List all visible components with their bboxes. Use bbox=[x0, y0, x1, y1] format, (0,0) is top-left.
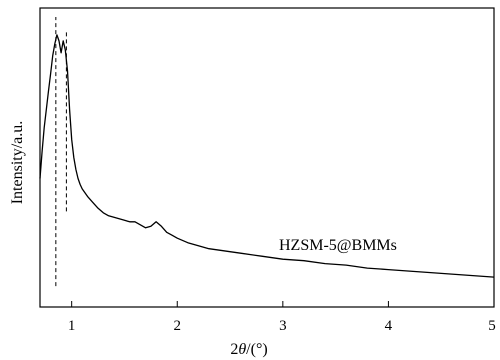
series-annotation: HZSM-5@BMMs bbox=[279, 237, 397, 254]
x-tick-label-2: 2 bbox=[174, 318, 182, 334]
x-tick-label-3: 3 bbox=[279, 318, 287, 334]
plot-area: 1 2 3 4 5 HZSM-5@BMMs bbox=[39, 7, 496, 334]
series-line bbox=[39, 34, 495, 278]
y-axis-title: Intensity/a.u. bbox=[9, 121, 26, 205]
x-tick-label-4: 4 bbox=[385, 318, 393, 334]
x-axis-ticks: 1 2 3 4 5 bbox=[68, 301, 496, 334]
x-axis-title: 2θ/(°) bbox=[230, 341, 267, 358]
reference-lines bbox=[55, 16, 67, 287]
plot-frame bbox=[39, 7, 495, 308]
x-tick-label-1: 1 bbox=[68, 318, 76, 334]
x-tick-label-5: 5 bbox=[488, 318, 496, 334]
